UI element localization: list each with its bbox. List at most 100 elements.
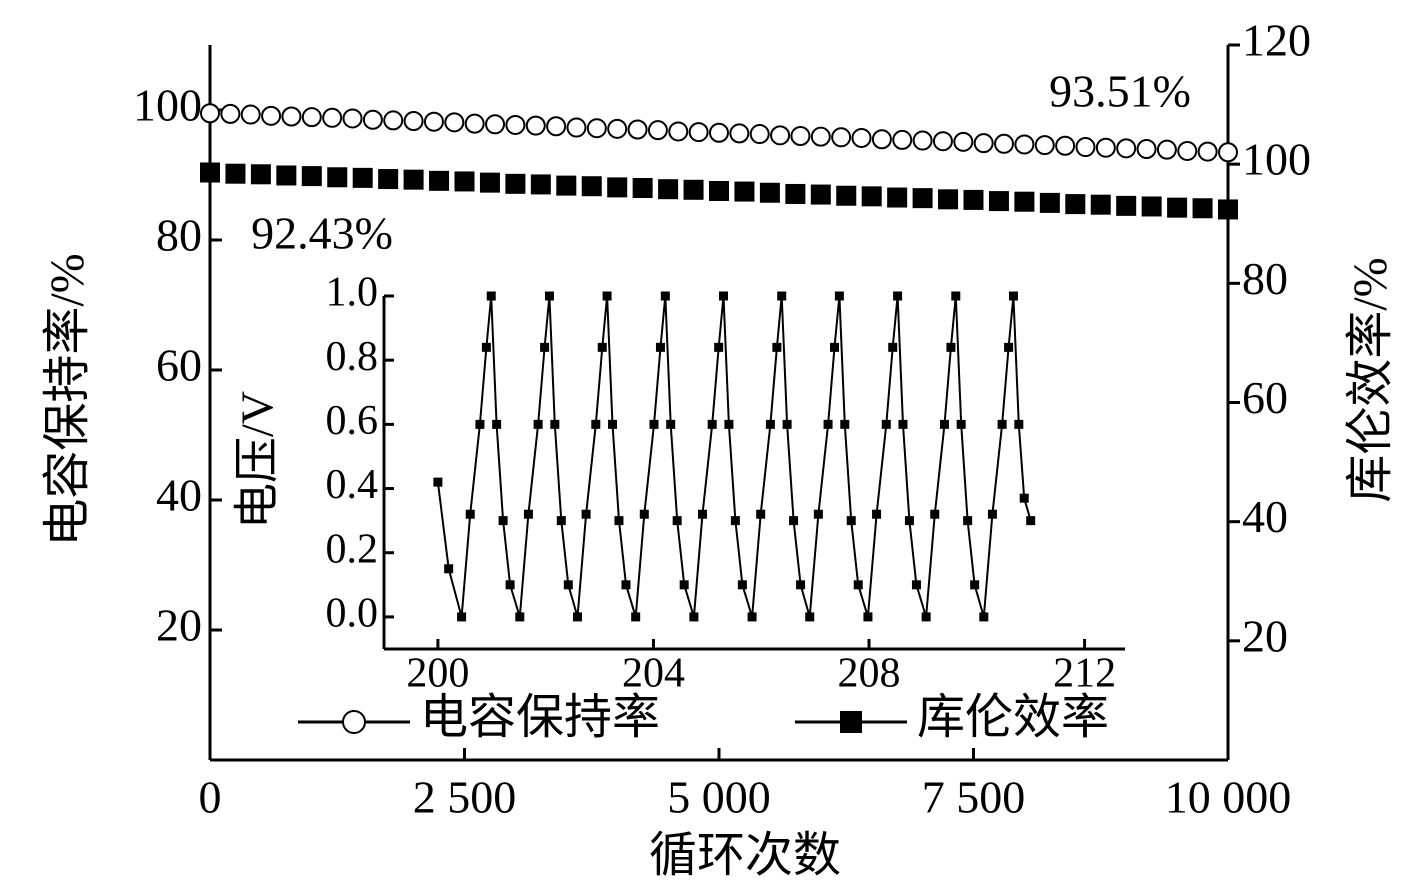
data-point — [987, 509, 997, 519]
data-point — [586, 118, 607, 139]
data-point — [403, 111, 424, 132]
data-point — [1095, 137, 1116, 158]
data-point — [225, 163, 246, 184]
data-point — [627, 119, 648, 140]
data-point — [533, 419, 543, 429]
data-point — [505, 580, 515, 590]
data-point — [1218, 142, 1238, 163]
data-point — [200, 103, 220, 124]
data-point — [546, 116, 567, 137]
x-tick-label: 0 — [199, 772, 222, 823]
data-point — [730, 516, 740, 526]
x-axis-title: 循环次数 — [649, 829, 841, 882]
data-point — [457, 612, 467, 622]
y-tick-label: 100 — [133, 80, 202, 131]
data-point — [444, 112, 465, 133]
data-point — [322, 107, 343, 128]
y-tick-label: 20 — [156, 600, 202, 651]
legend-label: 电容保持率 — [420, 691, 660, 744]
data-point — [747, 612, 757, 622]
y-tick-label: 0.4 — [326, 462, 379, 508]
data-point — [383, 110, 404, 131]
data-point — [770, 125, 791, 146]
data-point — [737, 580, 747, 590]
data-point — [785, 183, 806, 204]
y2-tick-label: 20 — [1242, 610, 1288, 661]
data-point — [250, 164, 271, 185]
data-point — [327, 167, 348, 188]
data-point — [831, 127, 852, 148]
data-point — [888, 342, 898, 352]
data-point — [956, 419, 966, 429]
data-point — [709, 180, 729, 201]
y-tick-label: 0.0 — [326, 591, 379, 637]
data-point — [823, 419, 833, 429]
x-tick-label: 204 — [622, 651, 685, 697]
data-point — [994, 133, 1015, 154]
data-point — [1008, 291, 1018, 301]
data-point — [614, 516, 624, 526]
data-point — [481, 342, 491, 352]
data-point — [707, 419, 717, 429]
data-point — [378, 169, 399, 190]
y-tick-label: 0.8 — [326, 334, 379, 380]
data-point — [498, 516, 508, 526]
annotation: 93.51% — [1049, 66, 1191, 117]
data-point — [979, 612, 989, 622]
data-point — [556, 175, 577, 196]
data-point — [485, 114, 506, 135]
data-point — [1116, 195, 1137, 216]
data-point — [887, 187, 908, 208]
data-point — [846, 516, 856, 526]
data-point — [505, 114, 526, 135]
data-point — [660, 291, 670, 301]
data-point — [352, 167, 373, 188]
data-point — [810, 126, 831, 147]
data-point — [1026, 516, 1036, 526]
data-point — [938, 189, 959, 210]
data-point — [581, 509, 591, 519]
data-point — [777, 291, 787, 301]
data-point — [749, 124, 770, 145]
data-point — [782, 419, 792, 429]
data-point — [591, 419, 601, 429]
data-point — [714, 342, 724, 352]
data-point — [893, 291, 903, 301]
x-tick-label: 200 — [406, 651, 469, 697]
y-tick-label: 1.0 — [326, 270, 379, 316]
data-point — [525, 115, 546, 136]
y-tick-label: 0.6 — [326, 398, 379, 444]
data-point — [881, 419, 891, 429]
data-point — [668, 121, 689, 142]
data-point — [658, 179, 679, 200]
data-point — [689, 612, 699, 622]
data-point — [1167, 197, 1188, 218]
data-point — [666, 419, 676, 429]
data-point — [261, 105, 282, 126]
data-point — [602, 291, 612, 301]
x-tick-label: 5 000 — [667, 772, 771, 823]
data-point — [1218, 199, 1238, 220]
data-point — [679, 580, 689, 590]
data-point — [683, 179, 704, 200]
data-point — [444, 564, 454, 574]
data-point — [946, 342, 956, 352]
data-point — [1055, 135, 1076, 156]
data-point — [479, 172, 500, 193]
data-point — [963, 189, 984, 210]
data-point — [1075, 137, 1096, 158]
data-point — [276, 165, 297, 186]
data-point — [515, 612, 525, 622]
data-point — [342, 108, 363, 129]
data-point — [912, 188, 933, 209]
data-point — [830, 342, 840, 352]
data-point — [281, 106, 302, 127]
y2-axis-title: 库伦效率/% — [1344, 257, 1397, 502]
data-point — [729, 123, 750, 144]
data-point — [433, 477, 443, 487]
data-point — [772, 342, 782, 352]
data-point — [863, 612, 873, 622]
data-point — [853, 580, 863, 590]
data-point — [951, 291, 961, 301]
y2-tick-label: 80 — [1242, 253, 1288, 304]
